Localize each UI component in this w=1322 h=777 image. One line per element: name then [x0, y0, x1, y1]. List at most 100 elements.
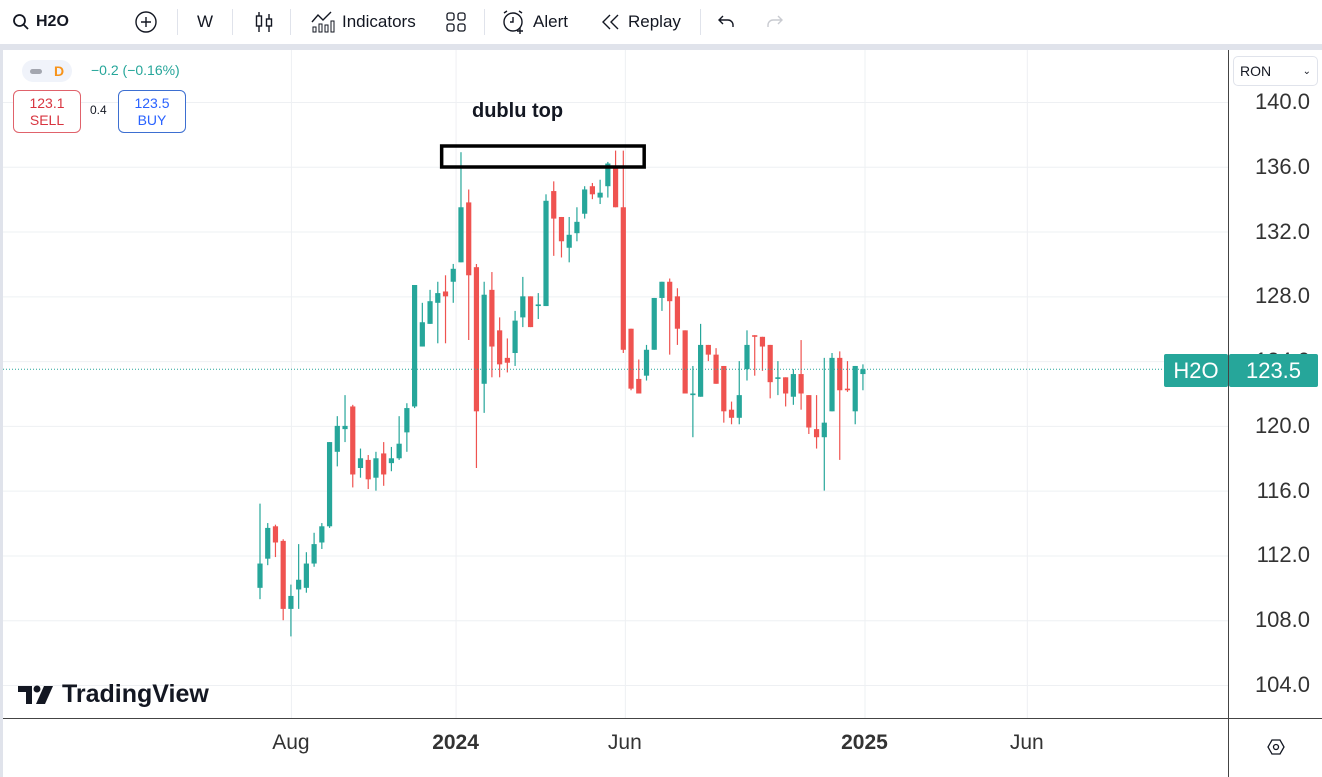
time-tick: Aug — [272, 731, 310, 754]
search-icon — [13, 14, 29, 30]
annotation-text[interactable]: dublu top — [472, 100, 564, 122]
candle — [721, 365, 727, 423]
candle — [272, 524, 279, 558]
settings-icon[interactable] — [1266, 737, 1286, 757]
candle — [497, 317, 503, 378]
candle — [636, 359, 642, 394]
candle — [481, 281, 487, 413]
candle — [790, 369, 796, 405]
candle-body — [643, 349, 650, 376]
data-source-badge[interactable]: D — [22, 60, 72, 82]
compare-button[interactable] — [134, 0, 158, 44]
candle-body — [442, 291, 449, 297]
candle-body — [551, 191, 557, 219]
price-tick: 140.0 — [1254, 89, 1310, 114]
chevron-down-icon: ⌄ — [1302, 65, 1311, 77]
currency-select[interactable]: RON ⌄ — [1233, 56, 1318, 86]
candle-body — [612, 168, 619, 208]
buy-label: BUY — [137, 111, 167, 128]
candle-body — [342, 425, 348, 430]
candle — [698, 323, 704, 397]
candle-body — [775, 377, 781, 379]
alert-label: Alert — [533, 12, 568, 31]
candle-body — [319, 526, 325, 543]
candle-body — [427, 301, 433, 324]
tradingview-logo-icon — [18, 685, 53, 704]
candle-body — [798, 374, 804, 394]
candle-body — [350, 406, 356, 475]
alert-button[interactable]: Alert — [501, 0, 568, 44]
plus-circle-icon — [135, 11, 157, 33]
candle-body — [852, 365, 858, 412]
candle — [326, 442, 333, 528]
candle-body — [705, 344, 711, 355]
candle-body — [288, 595, 294, 609]
candle-body — [659, 281, 665, 298]
candle-body — [744, 344, 750, 370]
delay-badge: D — [54, 63, 65, 79]
candle — [821, 357, 827, 491]
candle — [388, 446, 395, 472]
candle-body — [257, 563, 263, 588]
symbol-name: H2O — [36, 13, 69, 30]
replay-button[interactable]: Replay — [600, 0, 681, 44]
price-tick: 112.0 — [1256, 542, 1310, 568]
candle — [527, 296, 534, 328]
candle — [775, 361, 781, 396]
tradingview-logo[interactable]: TradingView — [18, 680, 209, 709]
candle — [450, 263, 456, 303]
candles-icon — [255, 12, 273, 32]
candle — [427, 289, 433, 324]
candle-body — [721, 365, 727, 412]
candle-body — [326, 442, 333, 527]
price-tick: 108.0 — [1254, 607, 1310, 633]
candle — [265, 523, 271, 566]
candle-body — [504, 357, 510, 363]
candle-body — [373, 458, 379, 478]
symbol-search-button[interactable]: H2O — [12, 0, 69, 44]
rewind-icon — [602, 14, 619, 30]
candle — [628, 328, 634, 391]
grid-icon — [446, 12, 466, 32]
layouts-button[interactable] — [445, 0, 467, 44]
candle-body — [582, 189, 588, 214]
candle-body — [682, 330, 688, 394]
candle-body — [272, 526, 279, 543]
candle — [728, 401, 735, 425]
candle-body — [728, 409, 735, 418]
chart-type-button[interactable] — [254, 0, 274, 44]
symbol-price-label: H2O — [1164, 354, 1228, 387]
sell-label: SELL — [29, 111, 65, 128]
candle — [744, 330, 750, 381]
interval-button[interactable]: W — [197, 0, 213, 44]
indicators-button[interactable]: Indicators — [310, 0, 416, 44]
candle-body — [303, 563, 309, 588]
buy-button[interactable]: 123.5 BUY — [118, 90, 186, 133]
candle — [813, 395, 820, 449]
candle-body — [589, 186, 595, 195]
candle-body — [497, 330, 503, 365]
candle-body — [860, 369, 866, 375]
candle — [736, 361, 742, 425]
candle — [643, 344, 650, 381]
candle — [690, 365, 696, 438]
candle — [806, 395, 812, 434]
candle — [844, 361, 851, 392]
buy-price: 123.5 — [134, 94, 170, 111]
candle — [759, 336, 766, 371]
candle — [442, 275, 449, 344]
candle — [574, 207, 580, 242]
candle — [350, 404, 356, 488]
candle — [334, 416, 340, 467]
candle — [458, 152, 464, 263]
candle-body — [605, 163, 611, 187]
candle — [767, 344, 773, 399]
undo-button[interactable] — [717, 0, 737, 44]
candle — [257, 503, 263, 600]
sell-button[interactable]: 123.1 SELL — [13, 90, 81, 133]
candle-body — [265, 527, 271, 559]
redo-button[interactable] — [764, 0, 784, 44]
price-tick: 120.0 — [1254, 412, 1310, 438]
candle-body — [527, 296, 534, 328]
